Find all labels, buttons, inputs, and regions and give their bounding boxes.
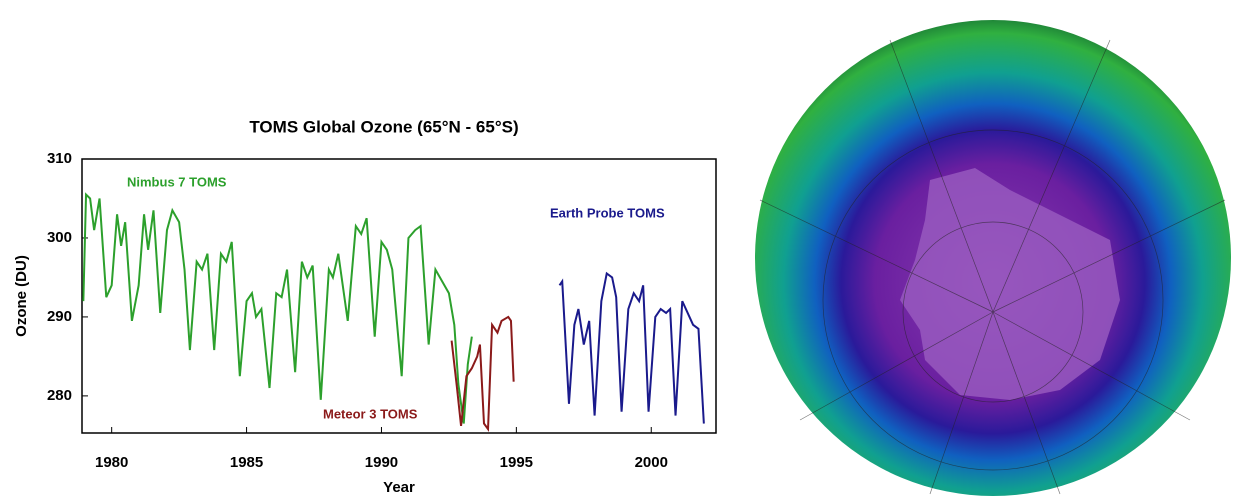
antarctica [900, 168, 1120, 400]
globe-grid [759, 39, 1226, 495]
x-axis-label: Year [383, 479, 415, 496]
series-line [558, 271, 705, 424]
x-tick-label: 1985 [230, 454, 263, 471]
chart-title: TOMS Global Ozone (65°N - 65°S) [249, 117, 518, 136]
series-label: Nimbus 7 TOMS [127, 174, 227, 189]
series-line [450, 315, 515, 432]
y-tick-label: 310 [47, 150, 72, 167]
series-line [82, 192, 473, 424]
y-tick-label: 280 [47, 387, 72, 404]
y-tick-label: 300 [47, 229, 72, 246]
x-tick-label: 1995 [500, 454, 533, 471]
ozone-globe [755, 20, 1231, 496]
x-tick-label: 2000 [635, 454, 668, 471]
y-axis-label: Ozone (DU) [13, 255, 30, 337]
y-tick-label: 290 [47, 308, 72, 325]
x-tick-label: 1990 [365, 454, 398, 471]
x-tick-label: 1980 [95, 454, 128, 471]
series-label: Earth Probe TOMS [550, 205, 665, 220]
series-label: Meteor 3 TOMS [323, 406, 418, 421]
plot-frame [81, 158, 717, 434]
